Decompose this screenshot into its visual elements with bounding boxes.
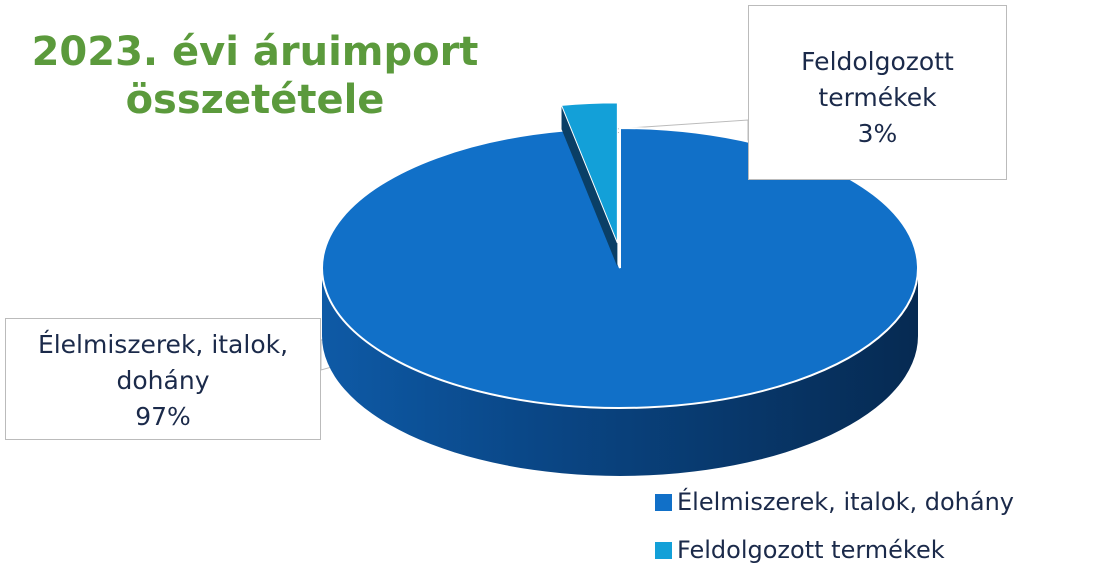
pie-slice bbox=[560, 102, 618, 244]
slice-group bbox=[321, 126, 919, 476]
legend-label: Élelmiszerek, italok, dohány bbox=[677, 488, 1014, 516]
pie-slice bbox=[321, 126, 919, 409]
chart-title: 2023. évi áruimport összetétele bbox=[31, 29, 479, 123]
callout-value: 3% bbox=[857, 119, 898, 148]
callout-category: Feldolgozott termékek bbox=[801, 47, 954, 112]
legend-item: Élelmiszerek, italok, dohány bbox=[655, 478, 1014, 526]
legend-label: Feldolgozott termékek bbox=[677, 536, 945, 564]
slice-group bbox=[560, 102, 618, 267]
callout: Élelmiszerek, italok, dohány 97% bbox=[5, 318, 321, 440]
slice-side bbox=[322, 268, 918, 476]
slice-edge bbox=[561, 105, 618, 267]
callout: Feldolgozott termékek 3% bbox=[748, 5, 1007, 180]
callout-category: Élelmiszerek, italok, dohány bbox=[37, 330, 289, 395]
legend-swatch bbox=[655, 493, 672, 511]
callout-value: 97% bbox=[135, 402, 191, 431]
legend: Élelmiszerek, italok, dohány Feldolgozott… bbox=[655, 478, 1014, 574]
legend-item: Feldolgozott termékek bbox=[655, 526, 1014, 574]
legend-swatch bbox=[655, 541, 672, 559]
